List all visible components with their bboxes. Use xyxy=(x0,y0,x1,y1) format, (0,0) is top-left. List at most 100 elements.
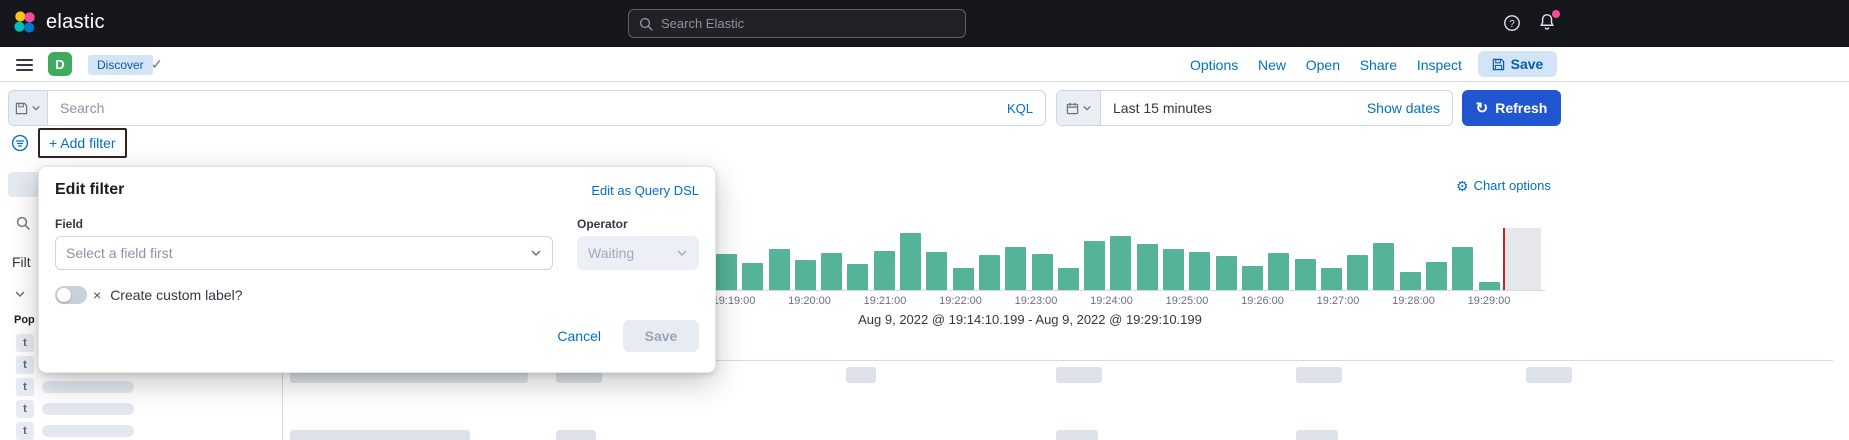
histogram-bar xyxy=(1005,247,1027,290)
operator-select-placeholder: Waiting xyxy=(588,245,635,261)
date-picker-calendar-button[interactable] xyxy=(1057,91,1101,125)
search-icon xyxy=(639,17,653,31)
field-type-badge: t xyxy=(16,334,34,352)
histogram-bar xyxy=(768,249,790,290)
nav-link-inspect[interactable]: Inspect xyxy=(1416,56,1462,73)
filter-menu-icon[interactable] xyxy=(11,134,29,152)
svg-text:?: ? xyxy=(1509,19,1515,30)
cross-icon: × xyxy=(93,287,102,303)
edit-as-query-dsl-link[interactable]: Edit as Query DSL xyxy=(591,182,699,198)
skeleton-block xyxy=(556,430,596,440)
filter-by-type-fragment[interactable]: Filt xyxy=(12,254,31,270)
nav-link-options[interactable]: Options xyxy=(1190,56,1239,73)
current-time-marker xyxy=(1503,228,1505,290)
histogram-bar xyxy=(900,233,922,290)
add-filter-button[interactable]: + Add filter xyxy=(38,128,127,158)
field-list-item[interactable]: t xyxy=(16,378,134,396)
help-icon[interactable]: ? xyxy=(1502,13,1522,33)
save-button[interactable]: Save xyxy=(1478,51,1557,77)
field-search-input-fragment[interactable] xyxy=(16,216,30,230)
chevron-down-icon[interactable] xyxy=(14,288,26,300)
saved-query-icon xyxy=(15,102,28,114)
brand-name: elastic xyxy=(46,10,105,33)
chart-options-button[interactable]: ⚙ Chart options xyxy=(1456,178,1551,193)
global-search[interactable] xyxy=(628,9,966,38)
histogram-bar xyxy=(1215,256,1237,290)
skeleton-block xyxy=(1296,367,1342,383)
time-range-value[interactable]: Last 15 minutes xyxy=(1113,100,1212,116)
field-select-placeholder: Select a field first xyxy=(66,245,173,261)
operator-select[interactable]: Waiting xyxy=(577,236,699,270)
notification-dot xyxy=(1552,10,1560,18)
field-select[interactable]: Select a field first xyxy=(55,236,553,270)
popover-save-button[interactable]: Save xyxy=(623,320,699,352)
field-name-skeleton xyxy=(42,381,134,393)
x-axis-tick: 19:25:00 xyxy=(1165,295,1209,307)
histogram-bar xyxy=(794,260,816,290)
global-search-input[interactable] xyxy=(661,16,955,31)
histogram-bar xyxy=(926,252,948,290)
histogram-bar xyxy=(716,254,737,290)
x-axis-tick: 19:26:00 xyxy=(1241,295,1284,307)
chevron-down-icon xyxy=(677,250,687,257)
cancel-button[interactable]: Cancel xyxy=(557,328,601,344)
query-input-field[interactable] xyxy=(48,100,995,116)
space-avatar[interactable]: D xyxy=(48,52,72,76)
gear-icon: ⚙ xyxy=(1456,177,1469,194)
histogram-bar xyxy=(1320,268,1342,290)
popover-title: Edit filter xyxy=(55,181,125,198)
histogram-bar xyxy=(873,251,895,290)
field-type-badge: t xyxy=(16,422,34,440)
calendar-icon xyxy=(1066,102,1078,114)
custom-label-toggle[interactable] xyxy=(55,286,87,304)
field-name-skeleton xyxy=(42,403,134,415)
histogram-bar xyxy=(1452,247,1474,290)
show-dates-link[interactable]: Show dates xyxy=(1366,100,1440,116)
skeleton-block xyxy=(1056,367,1102,383)
field-list-item[interactable]: t xyxy=(16,400,134,418)
histogram-bar xyxy=(1031,254,1053,290)
nav-link-share[interactable]: Share xyxy=(1359,56,1398,73)
histogram-bar xyxy=(1426,262,1448,290)
skeleton-block xyxy=(1056,430,1098,440)
field-type-badge: t xyxy=(16,356,34,374)
nav-link-new[interactable]: New xyxy=(1257,56,1286,73)
chevron-down-icon xyxy=(531,250,541,257)
global-header: elastic ? xyxy=(0,0,1849,47)
partial-bucket-mask xyxy=(1505,228,1541,290)
skeleton-block xyxy=(846,367,876,383)
breadcrumb-discover-badge[interactable]: Discover xyxy=(88,55,153,75)
histogram-bar xyxy=(847,264,869,290)
x-axis-tick: 19:28:00 xyxy=(1392,295,1435,307)
x-axis-tick: 19:27:00 xyxy=(1316,295,1360,307)
x-axis-tick: 19:19:00 xyxy=(712,295,756,307)
operator-label: Operator xyxy=(577,217,628,231)
histogram-bar xyxy=(1478,282,1500,290)
histogram-bar xyxy=(1268,253,1290,290)
histogram-bar xyxy=(1189,252,1211,290)
app-navbar xyxy=(0,47,1849,82)
histogram-bar xyxy=(821,253,843,290)
save-button-label: Save xyxy=(1510,56,1544,72)
query-input[interactable]: KQL xyxy=(48,90,1046,126)
menu-icon[interactable] xyxy=(16,59,33,71)
histogram-bar xyxy=(978,255,1000,290)
refresh-icon: ↻ xyxy=(1475,99,1489,117)
elastic-logo-icon xyxy=(14,11,35,33)
histogram-bar xyxy=(1084,241,1106,290)
refresh-button[interactable]: ↻ Refresh xyxy=(1462,90,1561,126)
custom-label-text: Create custom label? xyxy=(110,287,243,303)
skeleton-block xyxy=(1296,430,1338,440)
chart-table-divider xyxy=(283,360,1833,361)
check-icon: ✓ xyxy=(151,56,163,72)
histogram-bars[interactable] xyxy=(716,230,1500,290)
nav-links: Options New Open Share Inspect xyxy=(1190,47,1462,82)
field-list-item[interactable]: t xyxy=(16,422,134,440)
saved-query-menu-button[interactable] xyxy=(8,90,48,126)
kql-language-button[interactable]: KQL xyxy=(1006,100,1033,116)
notifications-bell-icon[interactable] xyxy=(1538,10,1560,33)
field-type-badge: t xyxy=(16,400,34,418)
x-axis-labels: 19:19:00 19:20:00 19:21:00 19:22:00 19:23:00… xyxy=(698,295,1538,308)
nav-link-open[interactable]: Open xyxy=(1305,56,1340,73)
